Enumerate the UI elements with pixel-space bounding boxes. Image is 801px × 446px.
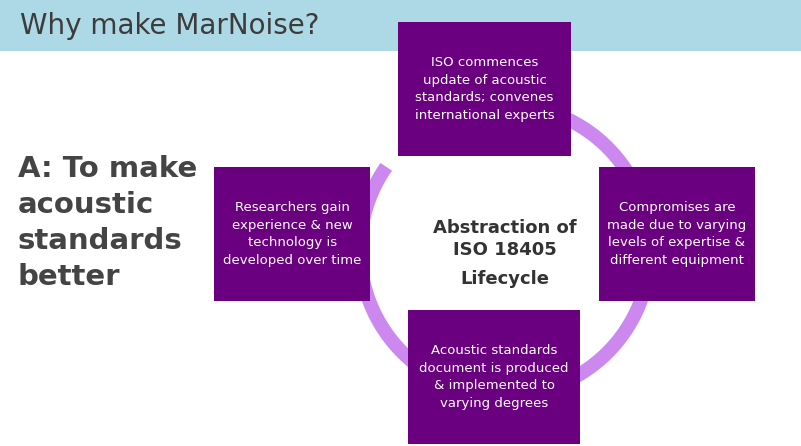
Text: ISO commences
update of acoustic
standards; convenes
international experts: ISO commences update of acoustic standar… xyxy=(415,57,554,122)
Text: Compromises are
made due to varying
levels of expertise &
different equipment: Compromises are made due to varying leve… xyxy=(607,202,747,267)
Text: Why make MarNoise?: Why make MarNoise? xyxy=(20,12,320,40)
FancyBboxPatch shape xyxy=(598,167,755,301)
Text: A: To make
acoustic
standards
better: A: To make acoustic standards better xyxy=(18,156,197,290)
FancyBboxPatch shape xyxy=(399,22,570,156)
Bar xyxy=(0,0,801,51)
Text: Abstraction of: Abstraction of xyxy=(433,219,577,237)
FancyBboxPatch shape xyxy=(408,310,580,444)
FancyBboxPatch shape xyxy=(214,167,370,301)
Text: Researchers gain
experience & new
technology is
developed over time: Researchers gain experience & new techno… xyxy=(223,202,361,267)
Text: Acoustic standards
document is produced
& implemented to
varying degrees: Acoustic standards document is produced … xyxy=(420,344,569,409)
Text: Lifecycle: Lifecycle xyxy=(461,270,549,288)
Text: ISO 18405: ISO 18405 xyxy=(453,241,557,259)
